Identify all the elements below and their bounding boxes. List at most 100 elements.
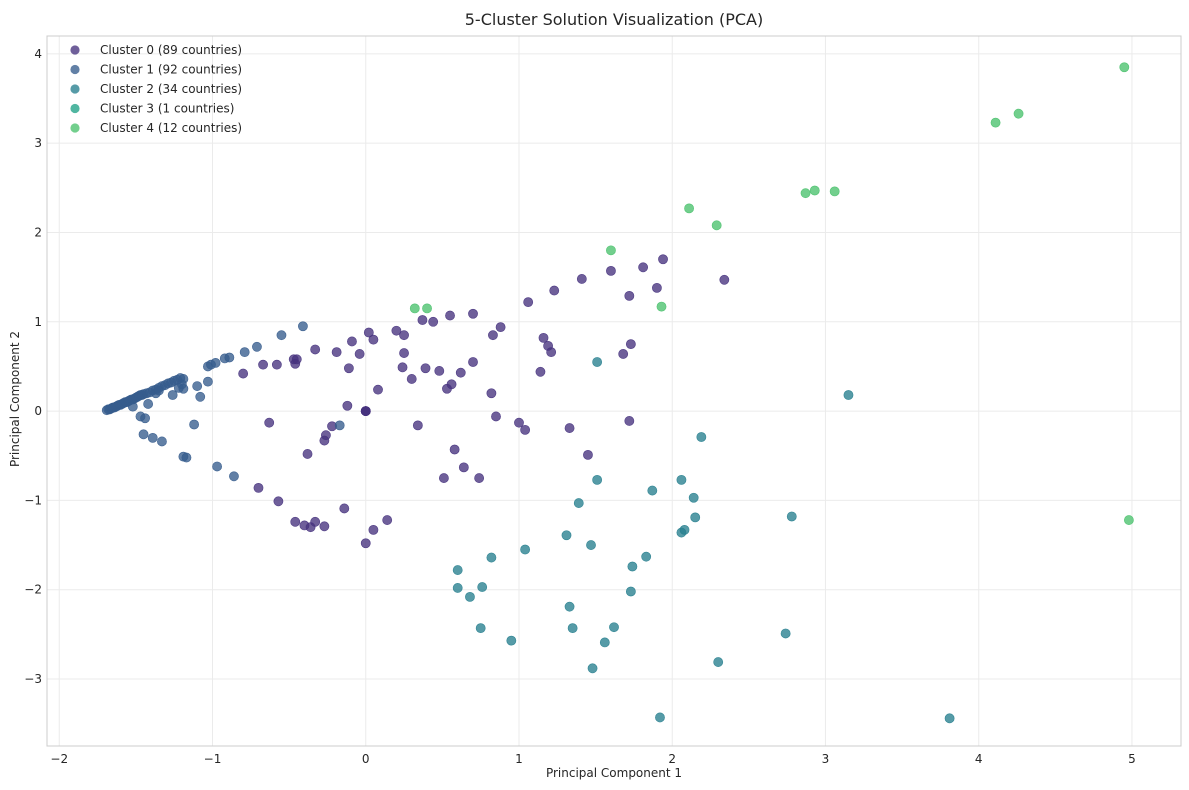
legend-label: Cluster 3 (1 countries): [100, 102, 234, 116]
data-point: [567, 623, 578, 634]
data-point: [449, 444, 460, 455]
data-point: [711, 220, 722, 231]
data-point: [538, 332, 549, 343]
x-tick-label: 2: [668, 752, 676, 766]
legend: Cluster 0 (89 countries) Cluster 1 (92 co…: [70, 43, 242, 135]
data-point: [491, 411, 501, 422]
data-point: [465, 591, 475, 602]
y-tick-label: 3: [34, 136, 42, 150]
data-point: [195, 391, 206, 402]
data-point: [546, 347, 557, 358]
data-point: [422, 303, 432, 314]
legend-label: Cluster 0 (89 countries): [100, 43, 242, 57]
data-point: [203, 376, 213, 387]
data-point: [271, 359, 282, 370]
data-point: [334, 420, 345, 431]
data-point: [276, 330, 287, 341]
data-point: [363, 327, 374, 338]
legend-label: Cluster 2 (34 countries): [100, 82, 242, 96]
data-point: [167, 390, 178, 400]
data-point: [655, 712, 665, 723]
data-point: [455, 367, 466, 378]
data-point: [452, 583, 463, 593]
data-point: [382, 515, 393, 525]
data-point: [391, 325, 402, 336]
x-axis-label: Principal Component 1: [546, 766, 682, 780]
series-cluster-1: [101, 321, 345, 482]
data-point: [452, 565, 463, 575]
data-point: [192, 381, 203, 391]
data-point: [475, 623, 486, 634]
data-point: [656, 301, 667, 312]
x-tick-label: 4: [975, 752, 983, 766]
data-point: [843, 390, 854, 400]
chart-title: 5-Cluster Solution Visualization (PCA): [465, 10, 764, 29]
data-point: [212, 461, 222, 472]
data-point: [397, 362, 408, 373]
data-point: [676, 474, 687, 485]
data-point: [676, 527, 687, 538]
data-point: [625, 586, 636, 597]
data-point: [800, 188, 811, 199]
data-point: [238, 368, 249, 379]
data-point: [412, 420, 423, 431]
data-point: [583, 449, 593, 460]
data-point: [696, 432, 707, 442]
data-point: [428, 316, 439, 327]
data-point: [368, 334, 379, 345]
data-point: [564, 601, 575, 612]
data-point: [342, 400, 353, 411]
data-point: [944, 713, 955, 724]
x-tick-labels: −2 −1 0 1 2 3 4 5: [50, 752, 1135, 766]
data-point: [523, 297, 534, 308]
data-point: [713, 657, 724, 667]
data-point: [420, 363, 431, 374]
data-point: [290, 516, 301, 527]
x-tick-label: 5: [1128, 752, 1136, 766]
data-point: [592, 357, 603, 367]
data-point: [253, 482, 264, 493]
data-point: [624, 416, 635, 426]
data-point: [252, 341, 262, 352]
data-point: [576, 274, 587, 284]
data-point: [592, 474, 603, 485]
data-point: [438, 473, 449, 483]
data-point: [520, 424, 531, 435]
data-point: [688, 492, 699, 503]
data-point: [809, 185, 820, 196]
legend-marker: [70, 84, 80, 94]
x-tick-label: 3: [822, 752, 830, 766]
data-point: [468, 357, 478, 367]
data-point: [140, 413, 150, 424]
data-point: [573, 498, 584, 508]
data-point: [1123, 515, 1134, 525]
data-point: [535, 366, 546, 377]
data-point: [310, 344, 321, 355]
data-point: [434, 366, 445, 376]
data-point: [302, 449, 313, 459]
y-tick-label: 1: [34, 315, 42, 329]
data-point: [258, 359, 268, 370]
data-point: [360, 538, 371, 549]
legend-marker: [70, 123, 80, 133]
data-point: [310, 516, 321, 527]
data-point: [445, 310, 455, 321]
data-point: [647, 485, 658, 496]
data-point: [627, 561, 638, 572]
y-tick-label: −2: [24, 583, 42, 597]
data-point: [321, 430, 331, 441]
data-point: [549, 285, 560, 296]
legend-marker: [70, 45, 80, 55]
data-point: [264, 417, 275, 428]
data-point: [127, 401, 138, 412]
data-point: [417, 315, 428, 325]
data-point: [368, 524, 379, 535]
data-point: [468, 308, 478, 319]
data-point: [506, 635, 517, 646]
data-point: [652, 282, 662, 293]
series-cluster-2: [452, 357, 955, 724]
data-point: [143, 399, 154, 409]
data-point: [178, 383, 189, 394]
data-point: [1013, 108, 1024, 119]
data-point: [210, 357, 221, 368]
